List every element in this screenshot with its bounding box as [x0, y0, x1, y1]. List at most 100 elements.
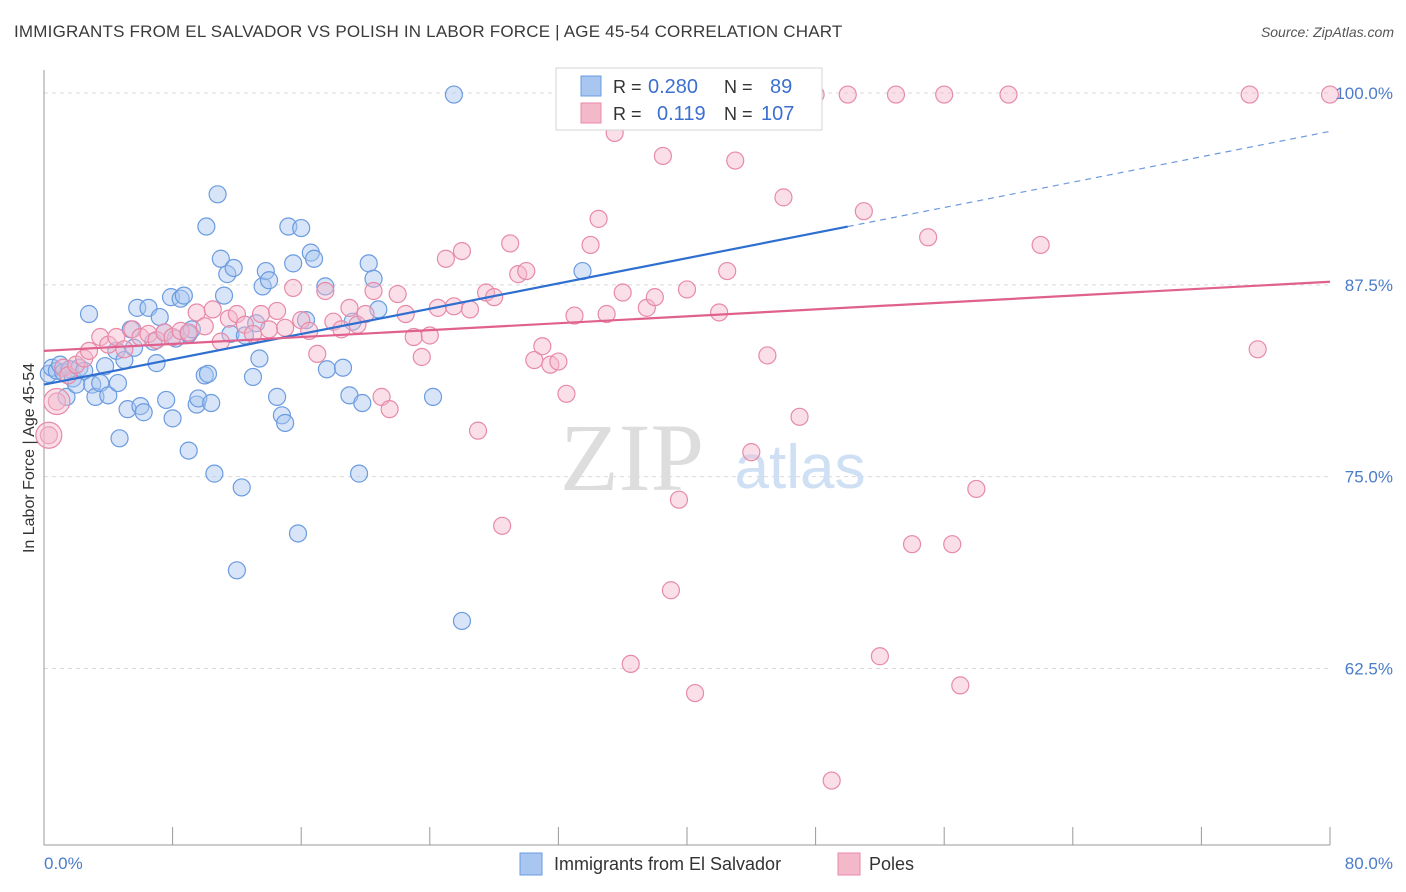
- series-legend-label-el-salvador: Immigrants from El Salvador: [554, 854, 781, 874]
- point-series1-43: [380, 400, 399, 419]
- point-series0-62: [259, 271, 279, 290]
- point-series1-50: [436, 249, 455, 268]
- point-series0-72: [304, 249, 324, 268]
- point-series1-35: [316, 281, 335, 301]
- point-series1-76: [653, 146, 672, 166]
- point-series0-85: [452, 611, 472, 631]
- legend-r-value-2: 0.119: [657, 103, 706, 125]
- series-legend-swatch-el-salvador: [519, 852, 543, 876]
- point-series1-34: [308, 344, 327, 364]
- point-series0-74: [317, 360, 337, 379]
- series-legend: Immigrants from El Salvador Poles: [519, 852, 914, 876]
- point-series1-97: [935, 85, 954, 104]
- point-series1-88: [790, 407, 809, 426]
- watermark: ZIP atlas: [560, 404, 865, 511]
- point-series1-31: [284, 278, 303, 298]
- point-cluster-poles-2: [43, 387, 71, 416]
- point-series0-44: [197, 217, 216, 236]
- point-series0-45: [198, 364, 218, 383]
- point-series0-73: [316, 277, 335, 296]
- point-series1-66: [565, 306, 584, 325]
- point-series1-58: [501, 234, 520, 253]
- point-series1-1: [47, 392, 66, 411]
- point-series1-79: [677, 280, 697, 299]
- point-series0-11: [79, 304, 99, 324]
- point-series1-0: [39, 426, 58, 445]
- y-tick-label-2: 75.0%: [1345, 468, 1393, 487]
- point-series1-75: [645, 288, 664, 307]
- point-series0-16: [99, 386, 118, 405]
- point-series1-69: [597, 304, 616, 324]
- trend-line-el-salvador-extension: [847, 130, 1331, 228]
- point-series1-68: [589, 209, 608, 228]
- point-series0-32: [157, 390, 176, 410]
- point-series0-53: [224, 258, 243, 278]
- point-cluster-poles-1: [35, 421, 63, 449]
- point-series0-63: [267, 387, 287, 406]
- y-tick-label-3: 62.5%: [1345, 660, 1393, 679]
- point-series0-47: [205, 464, 224, 483]
- point-series1-101: [999, 85, 1018, 104]
- point-series1-104: [1248, 340, 1267, 359]
- point-series1-102: [1031, 235, 1050, 255]
- point-series0-19: [110, 429, 129, 448]
- point-series1-91: [838, 85, 857, 104]
- x-tick-max-label: 80.0%: [1345, 854, 1393, 873]
- legend-n-label-1: N =: [724, 77, 753, 97]
- point-series1-99: [951, 676, 970, 695]
- watermark-zip: ZIP: [560, 404, 704, 511]
- point-series1-87: [774, 188, 793, 207]
- point-series1-100: [967, 479, 986, 499]
- source-credit: Source: ZipAtlas.com: [1260, 24, 1394, 40]
- y-tick-label-1: 87.5%: [1345, 276, 1393, 295]
- point-series0-83: [423, 387, 443, 406]
- point-series0-34: [163, 409, 182, 428]
- gridlines: [44, 92, 1330, 670]
- point-series0-55: [232, 478, 251, 497]
- legend-n-value-2: 107: [761, 103, 794, 125]
- point-series1-6: [79, 341, 99, 360]
- trend-line-el-salvador: [43, 225, 848, 386]
- trend-line-poles: [43, 280, 1331, 352]
- point-series1-83: [718, 261, 737, 281]
- point-series0-41: [187, 395, 206, 414]
- point-series1-47: [412, 347, 431, 367]
- point-series0-30: [150, 307, 169, 327]
- point-series0-5: [57, 387, 76, 406]
- point-series1-57: [493, 516, 512, 535]
- point-series1-64: [549, 352, 568, 371]
- point-series0-48: [208, 185, 227, 204]
- series-legend-swatch-poles: [837, 852, 861, 876]
- trend-lines: [43, 130, 1331, 386]
- point-series1-90: [822, 771, 841, 790]
- point-series1-21: [203, 300, 222, 319]
- point-series0-84: [444, 85, 464, 104]
- point-series1-62: [533, 337, 552, 356]
- point-series1-94: [886, 85, 906, 104]
- series-legend-label-poles: Poles: [869, 854, 914, 874]
- point-series0-15: [95, 357, 115, 376]
- point-series1-51: [444, 297, 464, 316]
- point-series0-68: [288, 524, 308, 543]
- point-series1-98: [943, 535, 962, 554]
- point-series1-46: [404, 327, 423, 347]
- point-series1-30: [276, 318, 295, 337]
- point-series0-36: [171, 289, 190, 308]
- point-series0-57: [243, 367, 263, 387]
- point-series1-82: [710, 303, 729, 322]
- point-series1-86: [758, 346, 777, 365]
- point-series0-78: [349, 464, 369, 483]
- point-series1-72: [621, 654, 640, 674]
- point-series1-52: [452, 241, 472, 261]
- point-series0-67: [284, 254, 303, 273]
- point-series0-70: [296, 311, 316, 330]
- point-series1-41: [364, 281, 383, 301]
- point-series0-50: [214, 286, 234, 305]
- point-series0-79: [353, 393, 372, 413]
- y-tick-labels: 100.0% 87.5% 75.0% 62.5%: [1335, 84, 1393, 678]
- point-series0-26: [134, 403, 153, 422]
- point-series1-92: [854, 202, 873, 221]
- point-series1-71: [613, 283, 632, 302]
- point-series1-77: [661, 581, 681, 600]
- legend-n-label-2: N =: [724, 104, 753, 124]
